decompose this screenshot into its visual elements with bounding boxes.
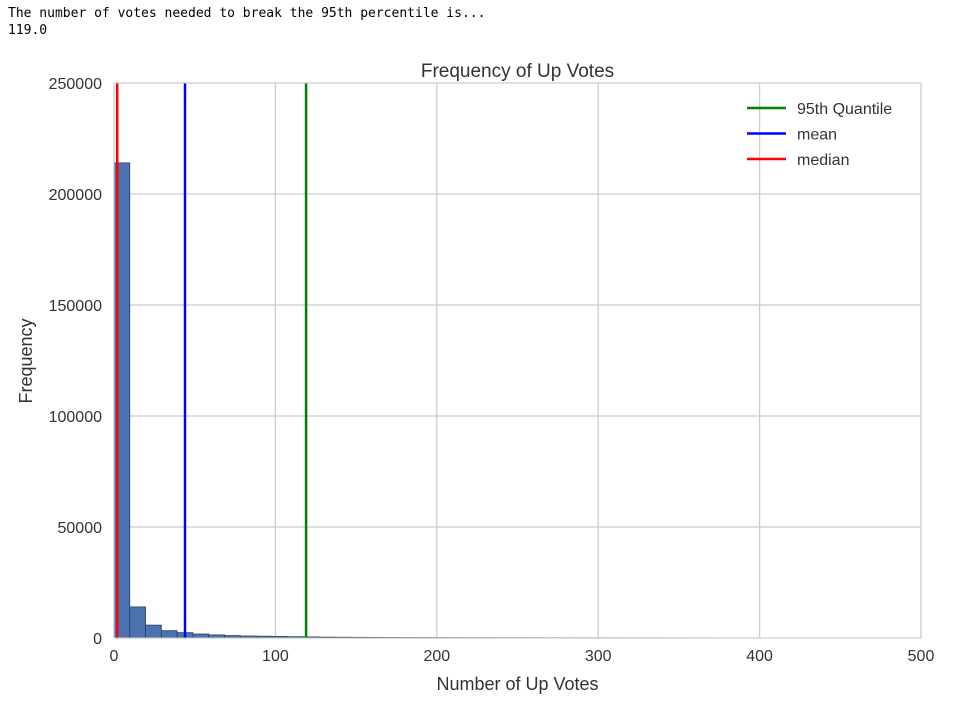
legend-entry: median: [797, 152, 849, 169]
histogram-bar: [160, 630, 178, 639]
x-tick-labels: 0 100 200 300 400 500: [110, 648, 935, 665]
x-tick-label: 100: [262, 648, 289, 665]
legend-entry: mean: [797, 127, 837, 144]
histogram-bar: [192, 633, 210, 639]
console-line-1: The number of votes needed to break the …: [8, 6, 486, 21]
y-tick-label: 0: [93, 631, 102, 648]
histogram-bar: [145, 624, 162, 639]
legend: 95th Quantile mean median: [747, 101, 892, 169]
y-tick-labels: 0 50000 100000 150000 200000 250000: [49, 76, 102, 648]
x-tick-label: 200: [423, 648, 450, 665]
reference-lines: [115, 83, 308, 638]
x-tick-label: 0: [110, 648, 119, 665]
y-tick-label: 150000: [49, 298, 102, 315]
histogram-bar: [129, 606, 146, 639]
y-tick-label: 200000: [49, 187, 102, 204]
y-tick-label: 250000: [49, 76, 102, 93]
plot-background: [114, 83, 921, 638]
y-tick-label: 100000: [49, 409, 102, 426]
chart-title: Frequency of Up Votes: [421, 61, 614, 82]
plot-frame: [113, 82, 922, 639]
x-tick-label: 300: [585, 648, 612, 665]
x-tick-label: 400: [746, 648, 773, 665]
x-tick-label: 500: [908, 648, 935, 665]
y-tick-label: 50000: [58, 520, 103, 537]
console-output: The number of votes needed to break the …: [8, 5, 485, 39]
x-axis-label: Number of Up Votes: [436, 674, 598, 694]
y-axis-label: Frequency: [16, 318, 36, 403]
console-line-2: 119.0: [8, 23, 48, 38]
legend-entry: 95th Quantile: [797, 101, 892, 118]
